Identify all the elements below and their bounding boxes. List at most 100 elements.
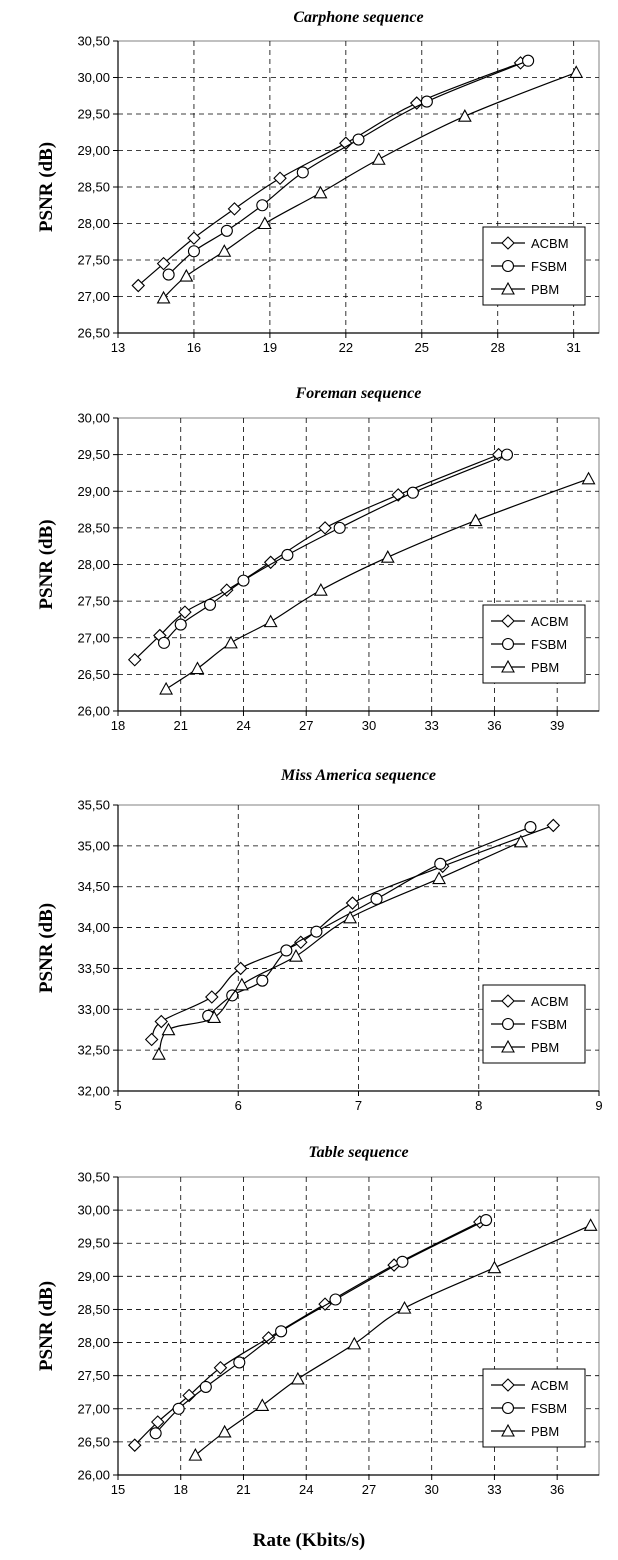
panel-title-foreman: Foreman sequence bbox=[295, 385, 422, 402]
legend-marker-pbm-table bbox=[501, 1423, 515, 1437]
y-tick-label-carphone: 29,50 bbox=[77, 107, 110, 122]
legend-label-pbm-miss-america: PBM bbox=[531, 1040, 559, 1055]
data-point-acbm-carphone bbox=[131, 278, 146, 293]
data-point-fsbm-table bbox=[329, 1293, 342, 1306]
data-point-fsbm-table bbox=[199, 1380, 212, 1393]
y-tick-label-carphone: 30,50 bbox=[77, 34, 110, 49]
y-tick-label-table: 28,00 bbox=[77, 1335, 110, 1350]
x-tick-label-foreman: 18 bbox=[111, 718, 125, 733]
legend-marker-acbm-miss-america bbox=[501, 994, 515, 1008]
data-point-pbm-table bbox=[217, 1424, 232, 1438]
legend-marker-fsbm-table bbox=[501, 1401, 515, 1415]
data-point-fsbm-miss-america bbox=[310, 925, 323, 938]
legend-label-acbm-foreman: ACBM bbox=[531, 614, 569, 629]
y-tick-label-foreman: 28,50 bbox=[77, 520, 110, 535]
x-tick-label-table: 27 bbox=[362, 1482, 376, 1497]
data-point-pbm-table bbox=[487, 1260, 502, 1274]
y-tick-label-table: 27,00 bbox=[77, 1401, 110, 1416]
x-tick-label-table: 18 bbox=[174, 1482, 188, 1497]
plot-area-foreman: 18 21 24 27 30 33 36 39 26,00 26,50 27,00 27,50 28,0… bbox=[77, 411, 600, 733]
y-tick-label-foreman: 27,00 bbox=[77, 630, 110, 645]
data-point-pbm-table bbox=[397, 1300, 412, 1314]
y-tick-label-miss-america: 33,00 bbox=[77, 1002, 110, 1017]
y-tick-label-foreman: 28,00 bbox=[77, 557, 110, 572]
data-point-pbm-foreman bbox=[159, 681, 174, 695]
y-tick-label-carphone: 30,00 bbox=[77, 70, 110, 85]
data-point-acbm-carphone bbox=[227, 202, 242, 216]
data-point-fsbm-carphone bbox=[420, 95, 433, 108]
legend-label-fsbm-miss-america: FSBM bbox=[531, 1017, 567, 1032]
data-point-acbm-miss-america bbox=[546, 818, 561, 833]
y-tick-label-table: 29,50 bbox=[77, 1236, 110, 1251]
data-point-pbm-foreman bbox=[263, 614, 278, 628]
data-point-pbm-foreman bbox=[190, 661, 205, 675]
data-point-fsbm-table bbox=[480, 1213, 493, 1227]
y-tick-label-carphone: 28,00 bbox=[77, 216, 110, 231]
data-point-fsbm-carphone bbox=[256, 199, 269, 212]
panel-carphone: Carphone sequence PSNR (dB) 13 16 19 22 25 28… bbox=[36, 9, 600, 355]
data-point-pbm-miss-america bbox=[161, 1022, 176, 1036]
x-tick-label-table: 21 bbox=[236, 1482, 250, 1497]
data-point-acbm-carphone bbox=[187, 231, 201, 245]
y-tick-label-carphone: 29,00 bbox=[77, 143, 110, 158]
data-point-pbm-carphone bbox=[217, 244, 232, 257]
legend-miss-america: ACBM FSBM PBM bbox=[482, 984, 586, 1064]
x-tick-label-table: 15 bbox=[111, 1482, 125, 1497]
data-point-pbm-foreman bbox=[380, 550, 395, 563]
legend-label-fsbm-foreman: FSBM bbox=[531, 637, 567, 652]
legend-label-pbm-table: PBM bbox=[531, 1424, 559, 1439]
data-point-fsbm-table bbox=[149, 1427, 162, 1440]
data-point-pbm-miss-america bbox=[234, 977, 249, 991]
plot-area-table: 15 18 21 24 27 30 33 36 26,00 26,50 27,00 27,50 28,0… bbox=[77, 1170, 600, 1497]
legend-label-pbm-foreman: PBM bbox=[531, 660, 559, 675]
legend-label-acbm-miss-america: ACBM bbox=[531, 994, 569, 1009]
x-axis-label: Rate (Kbits/s) bbox=[253, 1530, 365, 1551]
legend-marker-pbm-foreman bbox=[501, 659, 515, 673]
data-point-pbm-carphone bbox=[457, 109, 472, 122]
data-point-acbm-foreman bbox=[127, 652, 142, 667]
y-tick-label-table: 26,50 bbox=[77, 1434, 110, 1449]
x-tick-label-carphone: 19 bbox=[263, 340, 277, 355]
data-point-fsbm-carphone bbox=[352, 133, 365, 146]
legend-marker-acbm-table bbox=[501, 1378, 515, 1392]
data-point-acbm-miss-america bbox=[144, 1032, 159, 1047]
x-tick-label-carphone: 22 bbox=[339, 340, 353, 355]
data-point-fsbm-carphone bbox=[162, 268, 175, 281]
x-tick-label-carphone: 28 bbox=[491, 340, 505, 355]
panel-foreman: Foreman sequence PSNR (dB) 18 21 24 27 30 33 3… bbox=[36, 385, 600, 733]
x-tick-label-carphone: 16 bbox=[187, 340, 201, 355]
data-point-acbm-table bbox=[127, 1438, 142, 1452]
y-tick-label-miss-america: 32,50 bbox=[77, 1043, 110, 1058]
data-point-fsbm-miss-america bbox=[370, 892, 383, 906]
legend-label-acbm-carphone: ACBM bbox=[531, 236, 569, 251]
x-tick-label-foreman: 36 bbox=[487, 718, 501, 733]
series-line-acbm-table bbox=[134, 1221, 481, 1446]
data-point-pbm-carphone bbox=[257, 216, 272, 230]
x-tick-label-carphone: 31 bbox=[566, 340, 580, 355]
data-point-pbm-table bbox=[290, 1371, 305, 1385]
data-point-pbm-foreman bbox=[224, 635, 238, 649]
y-tick-label-table: 29,00 bbox=[77, 1269, 110, 1284]
data-point-acbm-carphone bbox=[156, 256, 171, 271]
legend-marker-pbm-miss-america bbox=[501, 1039, 515, 1053]
data-point-pbm-table bbox=[188, 1447, 203, 1461]
x-tick-label-foreman: 21 bbox=[174, 718, 188, 733]
legend-label-acbm-table: ACBM bbox=[531, 1378, 569, 1393]
data-point-pbm-carphone bbox=[371, 152, 386, 165]
data-point-fsbm-foreman bbox=[281, 548, 294, 562]
data-point-acbm-miss-america bbox=[205, 990, 219, 1004]
y-tick-label-miss-america: 32,00 bbox=[77, 1084, 110, 1099]
x-tick-label-table: 24 bbox=[299, 1482, 313, 1497]
panel-table: Table sequence PSNR (dB) 15 18 21 24 27 30 33 3… bbox=[36, 1144, 600, 1497]
data-point-pbm-miss-america bbox=[151, 1047, 166, 1060]
y-tick-label-carphone: 27,50 bbox=[77, 253, 110, 268]
data-point-acbm-table bbox=[261, 1331, 276, 1345]
panel-title-miss-america: Miss America sequence bbox=[280, 767, 436, 784]
legend-label-fsbm-table: FSBM bbox=[531, 1401, 567, 1416]
y-tick-label-table: 27,50 bbox=[77, 1368, 110, 1383]
y-tick-label-miss-america: 34,00 bbox=[77, 920, 110, 935]
panel-title-table: Table sequence bbox=[308, 1144, 408, 1161]
data-point-pbm-table bbox=[255, 1398, 270, 1412]
x-tick-label-foreman: 39 bbox=[550, 718, 564, 733]
y-tick-label-miss-america: 35,50 bbox=[77, 798, 110, 813]
